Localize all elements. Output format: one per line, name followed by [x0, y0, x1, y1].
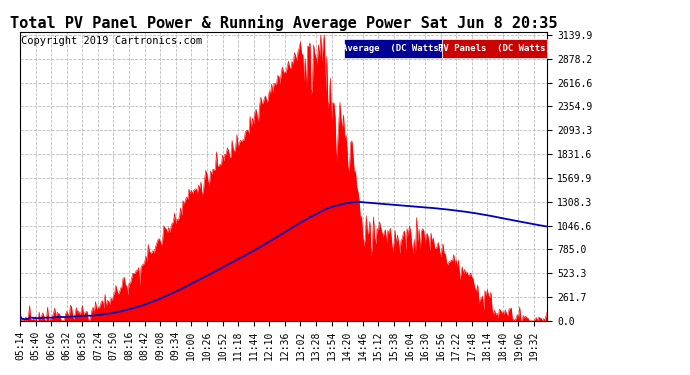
- Title: Total PV Panel Power & Running Average Power Sat Jun 8 20:35: Total PV Panel Power & Running Average P…: [10, 15, 558, 31]
- Text: PV Panels  (DC Watts): PV Panels (DC Watts): [438, 44, 551, 53]
- Text: Average  (DC Watts): Average (DC Watts): [342, 44, 444, 53]
- FancyBboxPatch shape: [344, 39, 442, 58]
- Text: Copyright 2019 Cartronics.com: Copyright 2019 Cartronics.com: [21, 36, 202, 46]
- FancyBboxPatch shape: [442, 39, 547, 58]
